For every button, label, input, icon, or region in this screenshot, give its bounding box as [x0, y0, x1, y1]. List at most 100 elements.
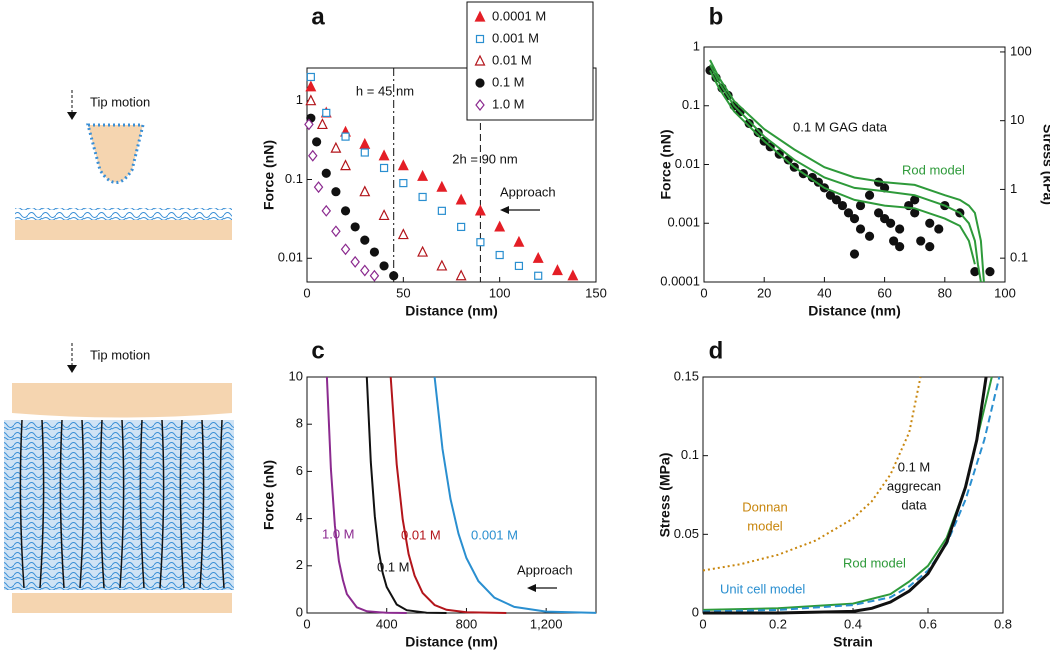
y-axis-title: Force (nN)	[261, 460, 277, 530]
data-point	[455, 269, 467, 281]
data-point	[436, 259, 448, 271]
data-point	[360, 148, 369, 157]
data-line	[703, 376, 988, 615]
x-tick-label: 50	[396, 285, 410, 300]
y-axis-title: Stress (MPa)	[657, 453, 673, 538]
x-tick-label: 80	[938, 285, 952, 300]
data-point	[843, 208, 854, 218]
y-tick-label: 8	[296, 416, 303, 431]
data-point	[934, 224, 944, 234]
data-point	[855, 200, 866, 211]
data-point	[305, 80, 317, 92]
data-point	[417, 169, 429, 181]
data-point	[331, 187, 341, 197]
x-tick-label: 0.4	[844, 616, 862, 631]
series-label: 0.1 M	[377, 559, 410, 574]
y-tick-label: 0.01	[278, 250, 303, 265]
data-point	[350, 222, 360, 232]
data-point	[379, 261, 389, 271]
series-label: model	[747, 518, 783, 533]
x-tick-label: 400	[376, 616, 398, 631]
tip	[86, 123, 145, 184]
data-point	[359, 137, 371, 149]
data-point	[417, 245, 429, 257]
data-point	[475, 78, 485, 88]
series-label: 1.0 M	[322, 526, 355, 541]
plot-frame	[306, 67, 597, 283]
y-tick-label: 0.1	[681, 447, 699, 462]
data-line	[365, 376, 447, 614]
series-label: aggrecan	[887, 478, 941, 493]
x-axis-title: Strain	[833, 634, 873, 650]
series-label: 0.001 M	[471, 527, 518, 542]
legend-label: 0.1 M	[492, 74, 525, 89]
data-point	[474, 204, 486, 216]
y2-tick-label: 100	[1010, 43, 1032, 58]
series-label: 0.1 M GAG data	[793, 119, 888, 134]
y2-tick-label: 1	[1010, 181, 1017, 196]
y-tick-label: 0	[692, 604, 699, 619]
y-tick-label: 0.1	[285, 171, 303, 186]
data-point	[316, 118, 328, 130]
y-tick-label: 0	[296, 604, 303, 619]
x-tick-label: 40	[817, 285, 831, 300]
illustration-top: Tip motion	[15, 90, 232, 240]
data-point	[474, 10, 486, 22]
legend-label: 1.0 M	[492, 96, 525, 111]
data-point	[350, 255, 360, 268]
legend-label: 0.0001 M	[492, 8, 546, 23]
series-label: Unit cell model	[720, 581, 805, 596]
data-point	[474, 54, 486, 66]
data-point	[389, 271, 399, 281]
data-point	[837, 200, 848, 211]
reference-label: h = 45 nm	[356, 83, 414, 98]
x-axis-title: Distance (nm)	[405, 634, 498, 650]
illustration-bottom: Tip motion	[4, 343, 234, 613]
x-tick-label: 1,200	[530, 616, 563, 631]
data-point	[378, 209, 390, 221]
data-point	[360, 235, 370, 245]
substrate	[15, 220, 232, 240]
y-tick-label: 0.1	[682, 97, 700, 112]
data-point	[849, 249, 860, 259]
data-point	[551, 264, 563, 276]
data-point	[341, 132, 350, 141]
x-axis-title: Distance (nm)	[405, 303, 498, 319]
data-point	[879, 213, 890, 224]
data-point	[895, 242, 905, 252]
data-point	[886, 218, 896, 228]
data-point	[475, 99, 485, 111]
data-line	[709, 64, 982, 283]
x-tick-label: 0	[699, 616, 706, 631]
data-point	[305, 94, 317, 106]
y-tick-label: 1	[296, 92, 303, 107]
data-point	[849, 213, 860, 224]
data-point	[399, 178, 408, 188]
y-tick-label: 1	[693, 38, 700, 53]
x-tick-label: 100	[994, 285, 1016, 300]
reference-label: 2h = 90 nm	[452, 151, 517, 166]
data-point	[378, 149, 390, 161]
x-tick-label: 0.6	[919, 616, 937, 631]
y-tick-label: 0.001	[667, 215, 700, 230]
panel-label: d	[709, 337, 724, 364]
data-point	[864, 231, 875, 241]
data-line	[389, 376, 507, 614]
data-point	[925, 242, 935, 252]
y-tick-label: 2	[296, 557, 303, 572]
data-point	[369, 269, 380, 282]
substrate	[12, 593, 232, 613]
data-point	[312, 137, 322, 147]
data-point	[397, 159, 409, 171]
y-tick-label: 0.01	[675, 156, 700, 171]
y-axis-title: Force (nN)	[261, 140, 277, 210]
x-axis-title: Distance (nm)	[808, 303, 901, 319]
data-point	[532, 251, 544, 263]
data-line	[702, 376, 993, 611]
y-tick-label: 0.0001	[660, 273, 700, 288]
y-tick-label: 6	[296, 463, 303, 478]
y-tick-label: 0.15	[674, 368, 699, 383]
panel-label: a	[311, 3, 325, 30]
data-point	[831, 195, 842, 205]
